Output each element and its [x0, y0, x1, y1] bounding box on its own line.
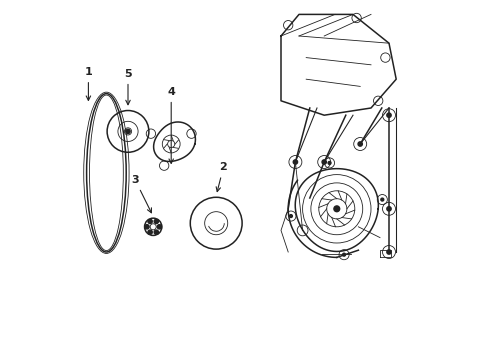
Circle shape [154, 230, 158, 234]
Text: 5: 5 [124, 69, 132, 105]
Text: 3: 3 [131, 175, 151, 213]
Circle shape [290, 215, 293, 217]
Circle shape [343, 253, 345, 256]
Circle shape [322, 160, 326, 164]
Circle shape [145, 225, 149, 229]
Circle shape [148, 230, 152, 234]
Text: 4: 4 [167, 87, 175, 163]
Circle shape [387, 207, 391, 211]
Circle shape [154, 219, 158, 224]
Circle shape [381, 198, 384, 201]
Circle shape [126, 129, 130, 134]
Circle shape [334, 206, 340, 212]
Circle shape [148, 219, 152, 224]
Circle shape [293, 160, 297, 164]
Circle shape [387, 113, 391, 117]
Circle shape [157, 225, 162, 229]
Text: 1: 1 [85, 67, 92, 100]
Text: 2: 2 [216, 162, 227, 192]
Circle shape [328, 162, 331, 165]
Circle shape [387, 250, 391, 254]
Circle shape [358, 142, 363, 146]
